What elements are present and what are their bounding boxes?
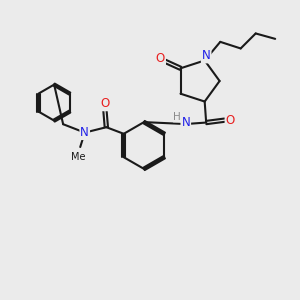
Text: N: N [202,50,211,62]
Text: N: N [182,116,190,129]
Text: O: O [226,114,235,127]
Text: Me: Me [71,152,86,162]
Text: H: H [173,112,181,122]
Text: O: O [100,97,110,110]
Text: N: N [80,126,89,139]
Text: O: O [156,52,165,65]
